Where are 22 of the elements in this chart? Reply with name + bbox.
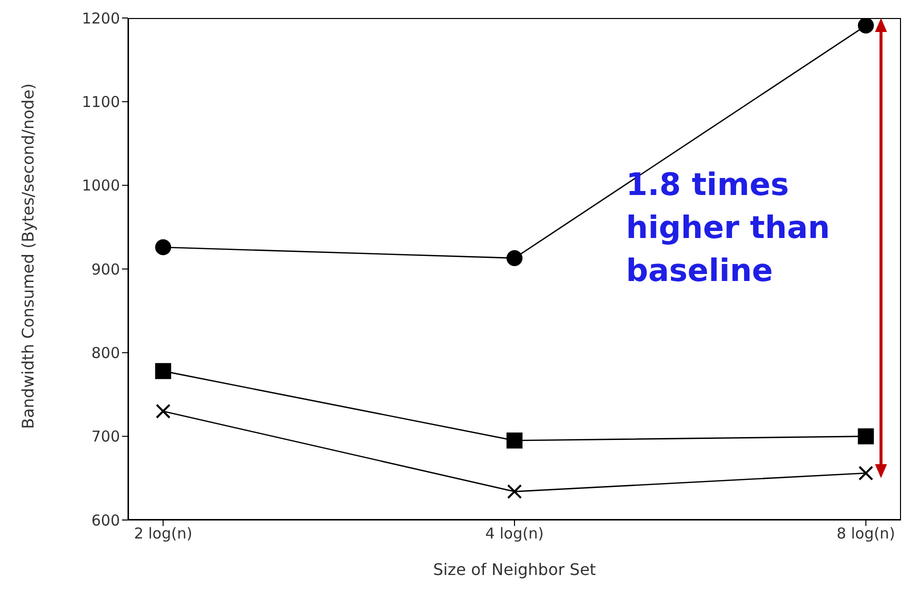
x-tick-label: 8 log(n) bbox=[836, 524, 896, 543]
x-axis-title: Size of Neighbor Set bbox=[433, 560, 596, 579]
point bbox=[858, 466, 874, 481]
point bbox=[858, 18, 874, 34]
x-tick-label: 2 log(n) bbox=[134, 524, 192, 543]
y-tick-label: 1100 bbox=[82, 92, 120, 111]
y-tick-label: 600 bbox=[91, 511, 120, 530]
y-tick-label: 1000 bbox=[82, 176, 120, 195]
y-tick-label: 1200 bbox=[82, 9, 120, 28]
point bbox=[155, 239, 172, 256]
point bbox=[506, 250, 522, 266]
y-tick-label: 900 bbox=[91, 260, 120, 278]
point bbox=[155, 363, 172, 380]
x-tick-label: 4 log(n) bbox=[485, 524, 544, 543]
y-tick-label: 700 bbox=[91, 428, 120, 446]
y-tick-label: 800 bbox=[91, 344, 120, 362]
point bbox=[156, 404, 171, 419]
annotation: 1.8 times higher than baseline bbox=[626, 166, 831, 292]
point bbox=[507, 484, 522, 499]
point bbox=[858, 428, 874, 444]
point bbox=[506, 432, 522, 449]
y-axis-title: Bandwidth Consumed (Bytes/second/node) bbox=[18, 83, 38, 429]
